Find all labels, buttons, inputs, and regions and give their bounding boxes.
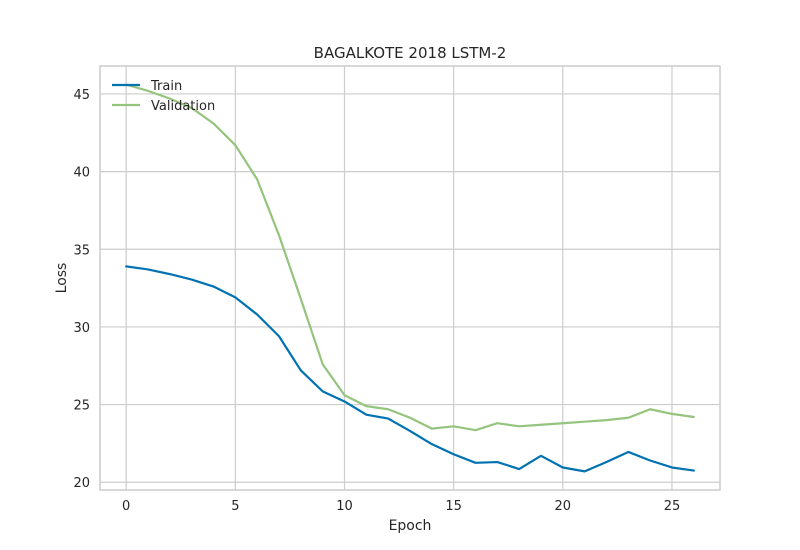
x-tick-label: 15 (445, 499, 462, 514)
legend-label-train: Train (150, 79, 182, 94)
y-tick-label: 35 (73, 243, 90, 258)
legend-label-validation: Validation (151, 99, 215, 114)
series-line-train (125, 265, 695, 473)
x-axis-ticks: 0 5 10 15 20 25 (122, 499, 680, 514)
x-tick-label: 10 (336, 499, 353, 514)
x-tick-label: 25 (664, 499, 681, 514)
y-axis-label: Loss (54, 263, 70, 294)
x-axis-label: Epoch (389, 518, 432, 534)
x-tick-label: 0 (122, 499, 130, 514)
legend: Train Validation (112, 79, 215, 114)
x-tick-label: 20 (555, 499, 572, 514)
y-tick-label: 30 (73, 321, 90, 336)
x-tick-label: 5 (231, 499, 239, 514)
chart-title: BAGALKOTE 2018 LSTM-2 (314, 44, 507, 62)
y-tick-label: 40 (73, 166, 90, 181)
y-tick-label: 45 (73, 88, 90, 103)
y-tick-label: 20 (73, 476, 90, 491)
grid (100, 66, 720, 490)
series-lines (125, 83, 695, 473)
plot-frame (99, 65, 721, 491)
y-axis-ticks: 20 25 30 35 40 45 (73, 88, 90, 491)
y-tick-label: 25 (73, 399, 90, 414)
series-line-validation (125, 83, 695, 432)
